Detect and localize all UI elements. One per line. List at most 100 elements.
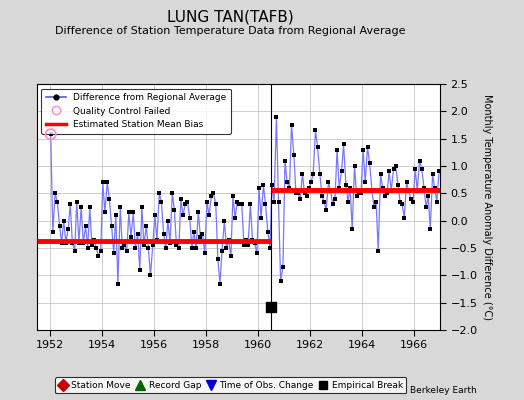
Point [424,193,432,199]
Point [222,245,231,251]
Point [431,185,439,191]
Point [363,144,372,150]
Point [337,168,346,175]
Point [272,114,281,120]
Point [190,228,198,235]
Point [405,187,413,194]
Point [342,182,350,188]
Point [315,171,324,178]
Point [324,179,333,186]
Point [387,187,396,194]
Point [385,168,394,175]
Point [209,190,217,196]
Point [300,190,309,196]
Point [244,242,252,248]
Point [237,201,246,208]
Point [394,182,402,188]
Point [402,179,411,186]
Point [198,231,206,238]
Point [116,204,124,210]
Point [411,166,419,172]
Point [298,171,307,178]
Point [159,231,168,238]
Point [161,245,170,251]
Point [400,215,408,221]
Point [426,226,434,232]
Text: Difference of Station Temperature Data from Regional Average: Difference of Station Temperature Data f… [56,26,406,36]
Point [353,193,361,199]
Point [296,196,304,202]
Point [396,198,404,205]
Point [138,204,146,210]
Point [255,185,263,191]
Point [112,212,120,218]
Point [391,163,400,169]
Point [144,245,152,251]
Point [114,280,122,287]
Point [85,204,94,210]
Point [229,193,237,199]
Point [322,206,330,213]
Point [335,185,343,191]
Point [326,187,335,194]
Point [203,198,211,205]
Point [83,245,92,251]
Point [224,237,233,243]
Point [290,152,298,158]
Point [268,182,276,188]
Point [235,201,244,208]
Point [174,245,183,251]
Point [92,245,101,251]
Point [259,182,268,188]
Point [357,190,365,196]
Point [163,218,172,224]
Point [283,179,291,186]
Point [196,234,204,240]
Point [422,204,430,210]
Point [142,223,150,229]
Point [287,122,296,128]
Point [71,248,79,254]
Point [107,223,116,229]
Point [212,201,220,208]
Point [56,223,64,229]
Point [344,198,352,205]
Point [192,245,200,251]
Point [118,245,126,251]
Point [320,198,328,205]
Point [368,187,376,194]
Point [73,198,81,205]
Point [435,168,443,175]
Point [220,218,228,224]
Point [181,201,190,208]
Point [74,239,83,246]
Point [77,204,85,210]
Point [276,278,285,284]
Point [365,160,374,166]
Point [183,198,192,205]
Point [261,201,270,208]
Point [207,193,215,199]
Point [351,163,359,169]
Point [361,179,369,186]
Point [231,215,239,221]
Point [333,146,341,153]
Point [279,264,287,270]
Point [331,196,339,202]
Point [292,190,300,196]
Point [413,187,421,194]
Point [201,250,209,257]
Point [177,196,185,202]
Point [79,239,88,246]
Point [60,218,68,224]
Point [105,196,114,202]
Point [99,179,107,186]
Point [311,127,320,134]
Point [348,226,356,232]
Point [90,237,99,243]
Point [378,185,387,191]
Point [134,231,142,238]
Point [47,131,55,138]
Point [250,239,259,246]
Point [318,193,326,199]
